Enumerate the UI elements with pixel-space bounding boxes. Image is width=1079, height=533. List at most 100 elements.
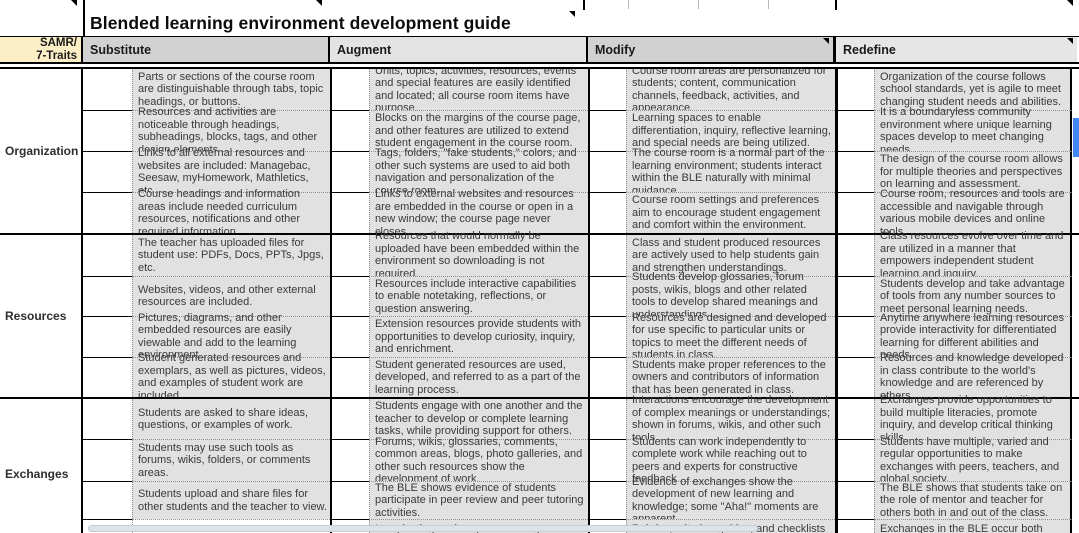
cell-substitute[interactable]: Course headings and information areas in… — [132, 188, 330, 238]
trait-label-resources[interactable]: Resources — [0, 235, 83, 397]
cell-redefine[interactable]: Organization of the course follows schoo… — [874, 69, 1072, 110]
gutter-cell[interactable] — [332, 275, 369, 316]
cell-augment[interactable]: Extension resources provide students wit… — [369, 316, 588, 357]
gutter-cell[interactable] — [83, 481, 132, 519]
cell-substitute[interactable]: Websites, videos, and other external res… — [132, 275, 330, 316]
cell-redefine[interactable]: Students have multiple, varied and regul… — [874, 436, 1072, 485]
gutter-cell[interactable] — [332, 192, 369, 233]
cell-augment[interactable]: Blocks on the margins of the course page… — [369, 110, 588, 151]
cell-modify[interactable]: Course room settings and preferences aim… — [626, 192, 835, 233]
column-header-modify[interactable]: Modify — [586, 37, 833, 62]
cell-redefine[interactable]: Exchanges in the BLE occur both — [874, 519, 1072, 533]
gutter-cell[interactable] — [838, 399, 874, 439]
gutter-cell[interactable] — [590, 439, 626, 481]
cell-substitute[interactable]: Students may use such tools as forums, w… — [132, 439, 330, 481]
gutter-cell[interactable] — [83, 192, 132, 233]
column-header-augment[interactable]: Augment — [328, 37, 586, 62]
gutter-cell[interactable] — [838, 316, 874, 357]
gutter-cell[interactable] — [332, 399, 369, 439]
gutter-cell[interactable] — [590, 192, 626, 233]
gutter-cell[interactable] — [332, 235, 369, 276]
cell-substitute[interactable]: Resources and activities are noticeable … — [132, 106, 330, 156]
gutter-cell[interactable] — [590, 356, 626, 397]
gutter-cell[interactable] — [838, 481, 874, 519]
gutter-cell[interactable] — [838, 192, 874, 233]
cell-redefine[interactable]: It is a boundaryless community environme… — [874, 106, 1072, 156]
cell-augment[interactable]: Forums, wikis, glossaries, comments, com… — [369, 436, 588, 485]
gutter-cell[interactable] — [332, 356, 369, 397]
gutter-cell[interactable] — [83, 235, 132, 276]
gutter-cell[interactable] — [590, 399, 626, 439]
gutter-cell[interactable] — [83, 69, 132, 110]
cell-modify[interactable]: Class and student produced resources are… — [626, 235, 835, 276]
trait-label-exchanges[interactable]: Exchanges — [0, 399, 83, 533]
cell-substitute[interactable]: Student generated resources and exemplar… — [132, 352, 330, 402]
gutter-cell[interactable] — [590, 151, 626, 192]
gutter-cell[interactable] — [332, 110, 369, 151]
gutter-cell[interactable] — [838, 110, 874, 151]
gutter-cell[interactable] — [838, 151, 874, 192]
cell-augment[interactable]: Resources include interactive capabiliti… — [369, 275, 588, 316]
gutter-cell[interactable] — [838, 69, 874, 110]
cell-augment[interactable]: Student generated resources are used, de… — [369, 356, 588, 397]
cell-redefine[interactable]: Resources and knowledge developed in cla… — [874, 352, 1072, 402]
cell-redefine[interactable]: Class resources evolve over time and are… — [874, 230, 1072, 280]
gutter-cell[interactable] — [83, 151, 132, 192]
cell-modify[interactable]: Students make proper references to the o… — [626, 356, 835, 397]
gutter-cell[interactable] — [83, 275, 132, 316]
cell-substitute[interactable]: The teacher has uploaded files for stude… — [132, 235, 330, 276]
cell-augment[interactable]: Tags, folders, "fake students," colors, … — [369, 147, 588, 197]
cell-augment[interactable]: Units, topics, activities, resources, ev… — [369, 69, 588, 114]
cell-augment[interactable]: Links to external websites and resources… — [369, 188, 588, 238]
gutter-cell[interactable] — [83, 316, 132, 357]
gutter-cell[interactable] — [838, 235, 874, 276]
gutter-cell[interactable] — [332, 151, 369, 192]
cell-augment[interactable]: Resources that would normally be uploade… — [369, 230, 588, 280]
cell-augment[interactable]: Students engage with one another and the… — [369, 399, 588, 439]
gutter-cell[interactable] — [838, 356, 874, 397]
gutter-cell[interactable] — [332, 439, 369, 481]
cell-redefine[interactable]: Students develop and take advantage of t… — [874, 275, 1072, 316]
cell-modify[interactable]: The course room is a normal part of the … — [626, 147, 835, 197]
sheet-title[interactable]: Blended learning environment development… — [90, 12, 511, 33]
gutter-cell[interactable] — [590, 275, 626, 316]
gutter-cell[interactable] — [83, 110, 132, 151]
cell-redefine[interactable]: The BLE shows that students take on the … — [874, 481, 1072, 519]
gutter-cell[interactable] — [838, 275, 874, 316]
gutter-cell[interactable] — [332, 481, 369, 519]
cell-augment[interactable]: The BLE shows evidence of students parti… — [369, 481, 588, 519]
cell-substitute[interactable]: Links to all external resources and webs… — [132, 147, 330, 197]
cell-modify[interactable]: Evidence of exchanges show the developme… — [626, 476, 835, 525]
gutter-cell[interactable] — [590, 481, 626, 519]
horizontal-scrollbar[interactable] — [88, 525, 758, 532]
cell-substitute[interactable]: Pictures, diagrams, and other embedded r… — [132, 312, 330, 361]
gutter-cell[interactable] — [83, 356, 132, 397]
gutter-cell[interactable] — [838, 519, 874, 533]
cell-substitute[interactable]: Students upload and share files for othe… — [132, 481, 330, 519]
cell-modify[interactable]: Students develop glossaries, forum posts… — [626, 271, 835, 321]
gutter-cell[interactable] — [332, 69, 369, 110]
cell-substitute[interactable]: Students are asked to share ideas, quest… — [132, 399, 330, 439]
cell-modify[interactable]: Interactions encourage the development o… — [626, 394, 835, 444]
corner-header-cell[interactable]: SAMR/ 7-Traits — [0, 37, 83, 62]
cell-modify[interactable]: Learning spaces to enable differentiatio… — [626, 110, 835, 151]
trait-label-organization[interactable]: Organization — [0, 69, 83, 233]
gutter-cell[interactable] — [590, 110, 626, 151]
cell-redefine[interactable]: Course room, resources and tools are acc… — [874, 188, 1072, 238]
cell-modify[interactable]: Resources are designed and developed for… — [626, 312, 835, 361]
gutter-cell[interactable] — [590, 69, 626, 110]
gutter-cell[interactable] — [83, 439, 132, 481]
gutter-cell[interactable] — [590, 316, 626, 357]
gutter-cell[interactable] — [332, 316, 369, 357]
gutter-cell[interactable] — [838, 439, 874, 481]
cell-modify[interactable]: Course room areas are personalized for s… — [626, 69, 835, 114]
cell-substitute[interactable]: Parts or sections of the course room are… — [132, 69, 330, 110]
cell-redefine[interactable]: Exchanges provide opportunities to build… — [874, 394, 1072, 444]
column-header-substitute[interactable]: Substitute — [83, 37, 328, 62]
cell-redefine[interactable]: Anytime anywhere learning resources prov… — [874, 312, 1072, 361]
gutter-cell[interactable] — [83, 399, 132, 439]
cell-redefine[interactable]: The design of the course room allows for… — [874, 151, 1072, 192]
cell-modify[interactable]: Students can work independently to compl… — [626, 436, 835, 485]
column-header-redefine[interactable]: Redefine — [836, 37, 1077, 62]
gutter-cell[interactable] — [590, 235, 626, 276]
